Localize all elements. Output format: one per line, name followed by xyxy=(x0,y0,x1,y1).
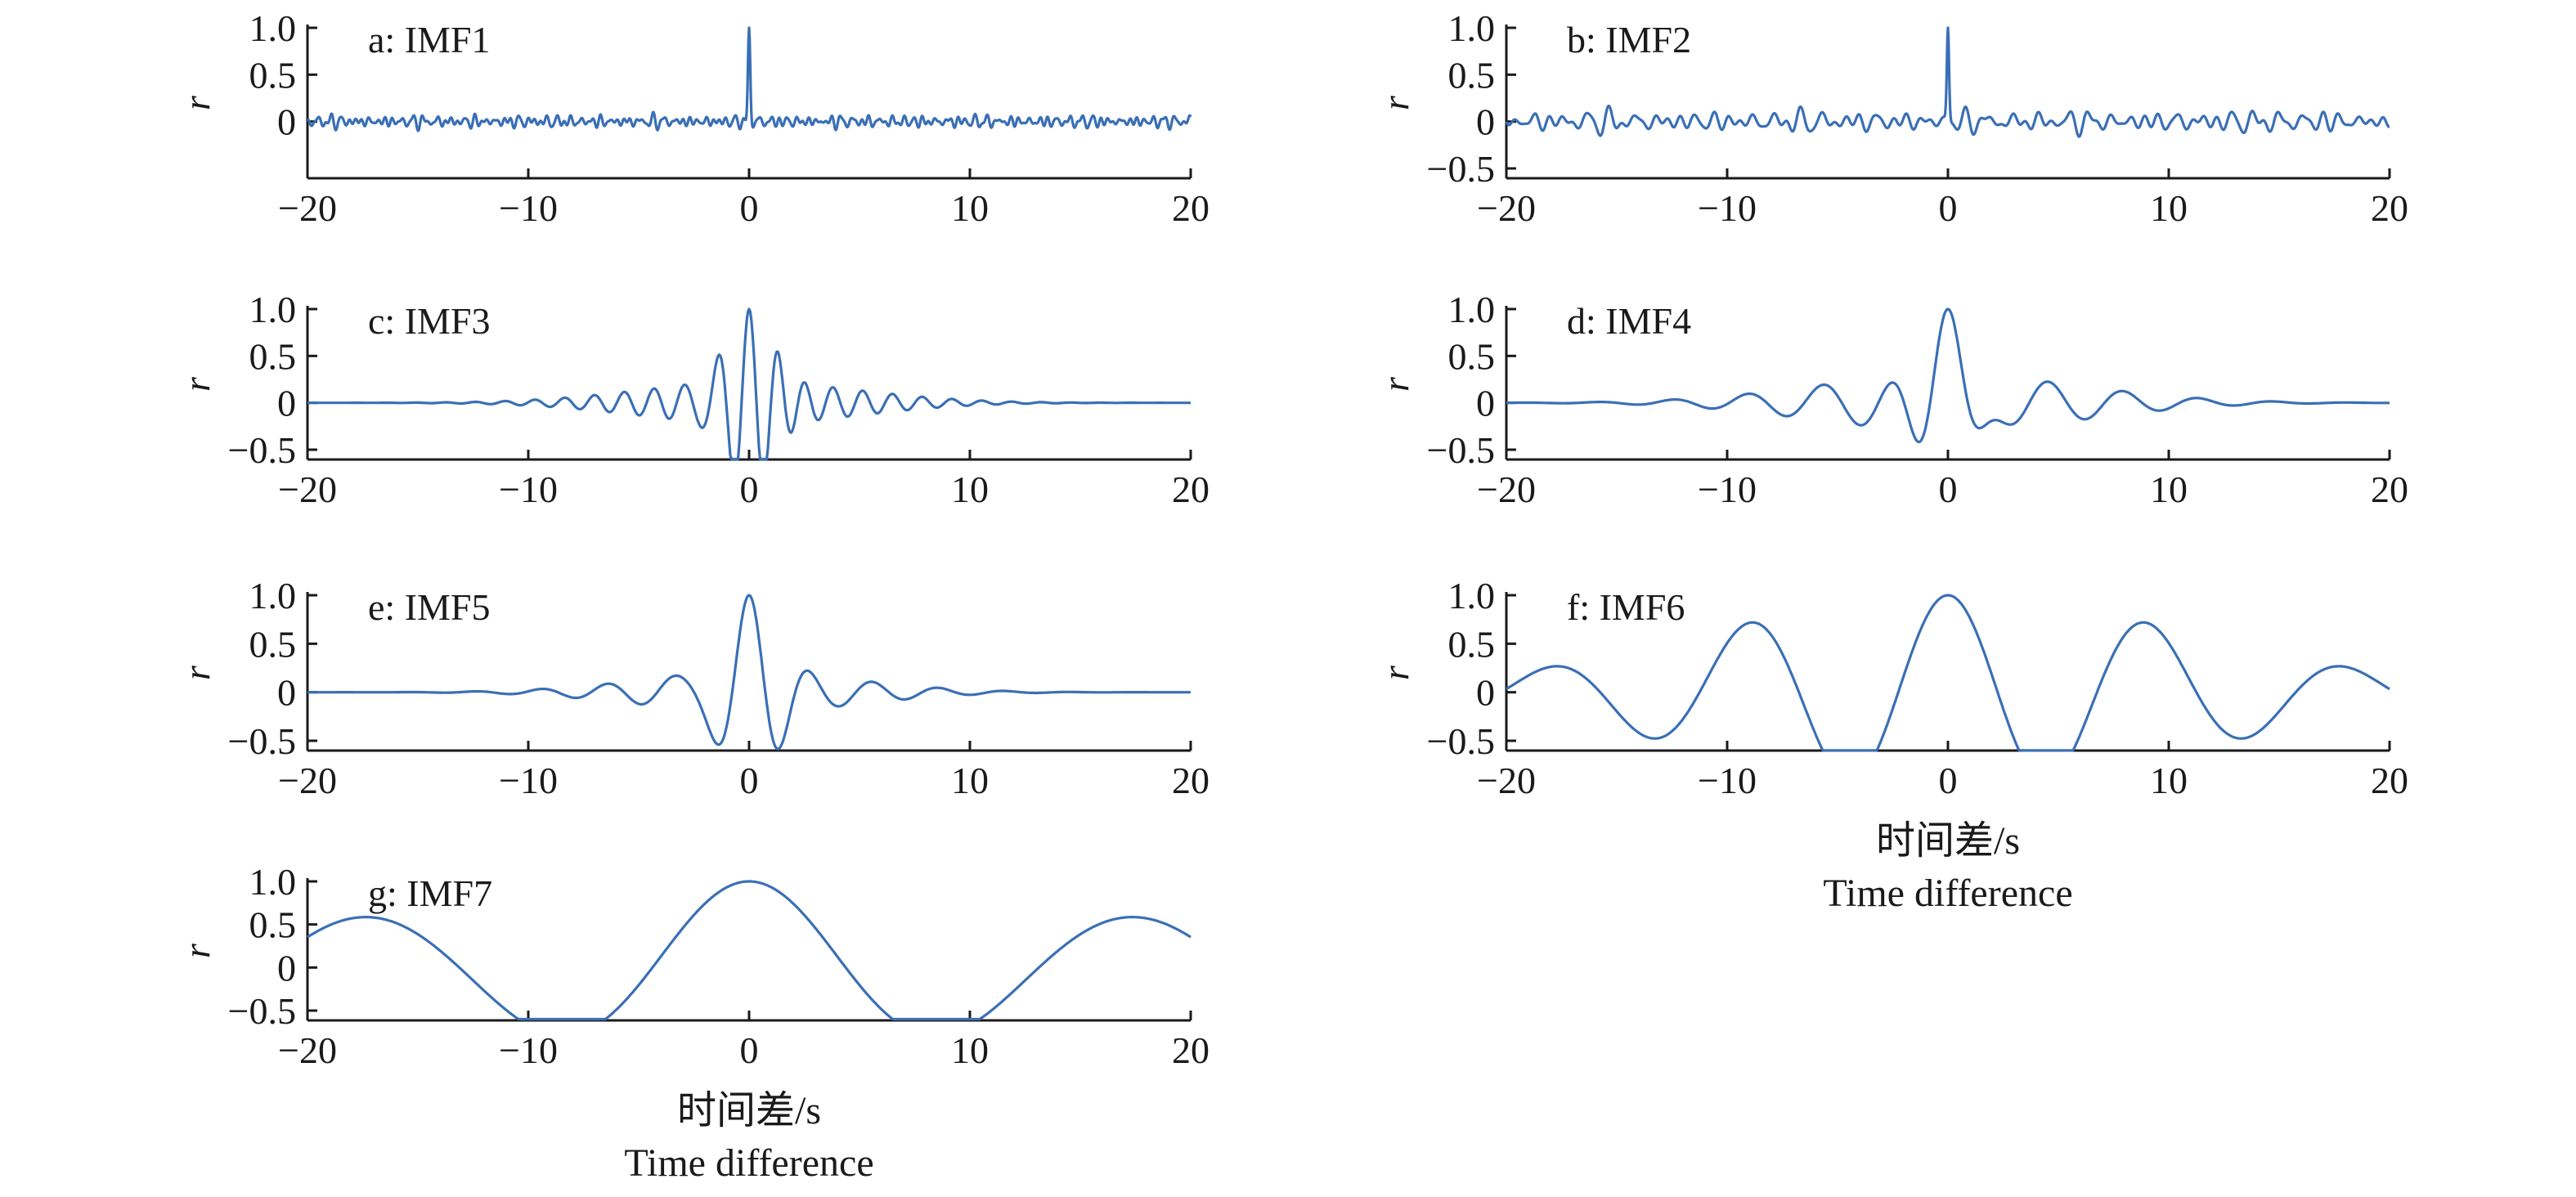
x-tick-label: 10 xyxy=(2150,187,2188,229)
y-axis-label: r xyxy=(176,95,218,110)
y-tick-label: −0.5 xyxy=(228,990,296,1032)
y-tick-label: 0 xyxy=(277,101,296,143)
y-tick-label: 0.5 xyxy=(1448,335,1496,377)
panel-4: −20 −10 0 10 20 −0.5 0 0.5 1.0 r d: IMF4 xyxy=(1375,289,2408,510)
panel-label: c: IMF3 xyxy=(368,300,491,342)
panel-1: −20 −10 0 10 20 0 0.5 1.0 r a: IMF1 xyxy=(176,7,1209,229)
x-tick-label: −10 xyxy=(499,1029,558,1071)
y-tick-label: 0 xyxy=(277,383,296,424)
y-tick-label: 1.0 xyxy=(249,7,297,49)
x-axis-label-en: Time difference xyxy=(624,1141,873,1185)
panel-label: f: IMF6 xyxy=(1567,586,1685,628)
panel-label: a: IMF1 xyxy=(368,19,491,61)
series-line xyxy=(307,594,1192,751)
x-tick-label: 10 xyxy=(951,760,989,801)
x-axis-label-en: Time difference xyxy=(1823,872,2072,915)
y-tick-label: 0.5 xyxy=(249,904,297,946)
y-tick-label: 1.0 xyxy=(249,575,297,616)
panel-6: −20 −10 0 10 20 −0.5 0 0.5 1.0 r f: IMF6 时间差/s Time … xyxy=(1375,575,2408,915)
x-tick-label: 0 xyxy=(1939,760,1958,801)
y-axis-label: r xyxy=(1375,95,1416,110)
x-tick-label: 20 xyxy=(2371,760,2408,801)
x-tick-label: 0 xyxy=(740,1029,759,1071)
panel-label: b: IMF2 xyxy=(1567,19,1691,61)
x-tick-label: −20 xyxy=(1477,187,1536,229)
series-line xyxy=(307,880,1192,1021)
panel-3: −20 −10 0 10 20 −0.5 0 0.5 1.0 r c: IMF3 xyxy=(176,289,1209,510)
x-tick-label: −10 xyxy=(1698,187,1757,229)
x-tick-label: 0 xyxy=(1939,468,1958,510)
y-tick-label: 1.0 xyxy=(1448,289,1496,330)
x-tick-label: 0 xyxy=(1939,187,1958,229)
x-tick-label: 10 xyxy=(2150,468,2188,510)
x-tick-label: 10 xyxy=(2150,760,2188,801)
x-axis-label: 时间差/s xyxy=(1876,819,2020,863)
y-axis-label: r xyxy=(176,943,218,958)
y-tick-label: −0.5 xyxy=(1427,429,1495,471)
x-tick-label: −10 xyxy=(499,468,558,510)
x-tick-label: −20 xyxy=(278,187,337,229)
series-line xyxy=(307,307,1192,461)
x-tick-label: −20 xyxy=(278,760,337,801)
y-axis-label: r xyxy=(1375,376,1416,392)
x-tick-label: 0 xyxy=(740,760,759,801)
x-tick-label: 20 xyxy=(1172,760,1209,801)
x-tick-label: 20 xyxy=(2371,187,2408,229)
y-tick-label: 0.5 xyxy=(249,54,297,96)
x-tick-label: 10 xyxy=(951,1029,989,1071)
panel-label: d: IMF4 xyxy=(1567,300,1691,342)
x-tick-label: 20 xyxy=(1172,187,1209,229)
y-tick-label: 0 xyxy=(1476,383,1495,424)
x-tick-label: −20 xyxy=(278,468,337,510)
y-tick-label: 1.0 xyxy=(1448,7,1496,49)
y-tick-label: 0 xyxy=(277,672,296,714)
y-tick-label: 0.5 xyxy=(1448,54,1496,96)
x-tick-label: 20 xyxy=(2371,468,2408,510)
x-tick-label: 10 xyxy=(951,468,989,510)
x-tick-label: −10 xyxy=(1698,760,1757,801)
series-line xyxy=(1506,307,2390,444)
x-tick-label: −20 xyxy=(278,1029,337,1071)
panel-2: −20 −10 0 10 20 −0.5 0 0.5 1.0 r b: IMF2 xyxy=(1375,7,2408,229)
y-tick-label: 0 xyxy=(277,947,296,989)
y-axis-label: r xyxy=(176,665,218,680)
x-tick-label: −10 xyxy=(499,187,558,229)
y-tick-label: 1.0 xyxy=(249,289,297,330)
y-axis-label: r xyxy=(1375,665,1416,680)
panel-5: −20 −10 0 10 20 −0.5 0 0.5 1.0 r e: IMF5 xyxy=(176,575,1209,801)
y-tick-label: −0.5 xyxy=(1427,720,1495,762)
x-tick-label: −20 xyxy=(1477,468,1536,510)
y-tick-label: 0 xyxy=(1476,101,1495,143)
x-axis-label: 时间差/s xyxy=(677,1089,821,1132)
panel-7: −20 −10 0 10 20−0.500.51.0rg: IMF7时间差/sTime … xyxy=(176,861,1209,1185)
y-tick-label: −0.5 xyxy=(1427,148,1495,190)
y-tick-label: 0.5 xyxy=(1448,623,1496,665)
y-tick-label: 1.0 xyxy=(249,861,297,903)
panel-label: g: IMF7 xyxy=(368,872,492,914)
series-line xyxy=(307,26,1192,132)
x-tick-label: 0 xyxy=(740,187,759,229)
x-tick-label: 0 xyxy=(740,468,759,510)
series-line xyxy=(1506,594,2390,752)
panel-label: e: IMF5 xyxy=(368,586,491,628)
y-tick-label: 1.0 xyxy=(1448,575,1496,616)
x-tick-label: 20 xyxy=(1172,1029,1209,1071)
y-tick-label: 0.5 xyxy=(249,623,297,665)
y-tick-label: 0 xyxy=(1476,672,1495,714)
x-tick-label: −10 xyxy=(499,760,558,801)
series-line xyxy=(1505,26,2390,138)
x-tick-label: 20 xyxy=(1172,468,1209,510)
y-axis-label: r xyxy=(176,376,218,392)
y-tick-label: −0.5 xyxy=(228,429,296,471)
x-tick-label: −20 xyxy=(1477,760,1536,801)
x-tick-label: −10 xyxy=(1698,468,1757,510)
y-tick-label: −0.5 xyxy=(228,720,296,762)
y-tick-label: 0.5 xyxy=(249,335,297,377)
x-tick-label: 10 xyxy=(951,187,989,229)
